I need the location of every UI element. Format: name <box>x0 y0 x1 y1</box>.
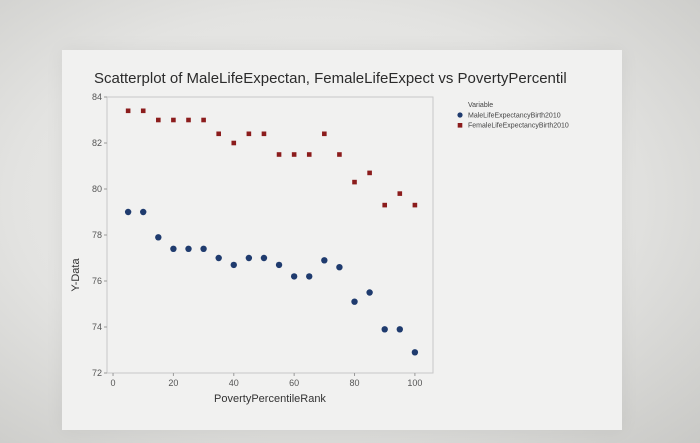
female-life-expectancy-point <box>125 108 131 114</box>
legend-marker-male <box>457 112 463 118</box>
male-life-expectancy-point <box>170 245 177 252</box>
female-life-expectancy-point <box>367 170 372 176</box>
x-tick-label: 100 <box>407 378 422 388</box>
female-life-expectancy-point <box>306 152 312 157</box>
male-life-expectancy-point <box>230 261 237 269</box>
male-life-expectancy-point <box>155 234 162 241</box>
male-life-expectancy-point <box>290 273 298 280</box>
female-life-expectancy-point <box>397 191 403 196</box>
chart-panel: Scatterplot of MaleLifeExpectan, FemaleL… <box>62 50 622 430</box>
x-tick-label: 60 <box>289 378 299 388</box>
legend-title: Variable <box>468 102 493 109</box>
y-tick-label: 72 <box>92 368 102 378</box>
y-tick-label: 84 <box>92 92 102 102</box>
y-axis-label: Y-Data <box>70 258 82 292</box>
y-tick-label: 76 <box>92 276 102 286</box>
male-life-expectancy-point <box>336 264 343 271</box>
x-tick-label: 40 <box>229 378 239 388</box>
male-life-expectancy-point <box>260 254 268 262</box>
male-life-expectancy-point <box>411 349 419 356</box>
female-life-expectancy-point <box>216 131 221 137</box>
x-tick-label: 0 <box>111 378 116 388</box>
male-life-expectancy-point <box>351 298 358 305</box>
male-life-expectancy-point <box>185 245 192 252</box>
male-life-expectancy-point <box>215 254 222 262</box>
male-life-expectancy-point <box>140 208 147 216</box>
legend-marker-female <box>457 123 463 128</box>
female-life-expectancy-point <box>171 117 176 123</box>
male-life-expectancy-point <box>366 289 373 296</box>
male-life-expectancy-point <box>321 257 328 264</box>
y-tick-label: 74 <box>92 322 102 332</box>
female-life-expectancy-point <box>246 131 252 137</box>
legend: Variable MaleLifeExpectancyBirth2010 Fem… <box>457 102 569 130</box>
female-life-expectancy-point <box>231 140 237 146</box>
legend-label-male: MaleLifeExpectancyBirth2010 <box>468 113 561 120</box>
male-life-expectancy-point <box>245 254 253 262</box>
scatter-chart: Scatterplot of MaleLifeExpectan, FemaleL… <box>70 70 569 405</box>
female-life-expectancy-point <box>140 108 146 114</box>
female-life-expectancy-point <box>382 202 388 208</box>
y-tick-label: 80 <box>92 184 102 194</box>
data-points <box>124 108 419 356</box>
male-life-expectancy-point <box>381 326 388 333</box>
y-tick-label: 78 <box>92 230 102 240</box>
female-life-expectancy-point <box>276 152 282 157</box>
male-life-expectancy-point <box>200 245 207 252</box>
x-axis-label: PovertyPercentileRank <box>214 393 326 405</box>
legend-label-female: FemaleLifeExpectancyBirth2010 <box>468 123 569 130</box>
female-life-expectancy-point <box>156 117 161 123</box>
female-life-expectancy-point <box>186 117 191 123</box>
male-life-expectancy-point <box>396 326 403 333</box>
female-life-expectancy-point <box>261 131 267 137</box>
x-tick-label: 80 <box>350 378 360 388</box>
male-life-expectancy-point <box>275 261 283 269</box>
male-life-expectancy-point <box>306 273 313 280</box>
female-life-expectancy-point <box>337 152 342 157</box>
female-life-expectancy-point <box>322 131 327 137</box>
x-tick-label: 20 <box>168 378 178 388</box>
male-life-expectancy-point <box>124 208 132 216</box>
y-tick-label: 82 <box>92 138 102 148</box>
female-life-expectancy-point <box>412 202 418 208</box>
female-life-expectancy-point <box>201 117 206 123</box>
axes: 72 74 76 78 80 82 84 0 20 40 60 80 100 <box>92 92 422 388</box>
chart-title: Scatterplot of MaleLifeExpectan, FemaleL… <box>94 70 567 87</box>
female-life-expectancy-point <box>291 152 297 157</box>
female-life-expectancy-point <box>352 179 357 185</box>
